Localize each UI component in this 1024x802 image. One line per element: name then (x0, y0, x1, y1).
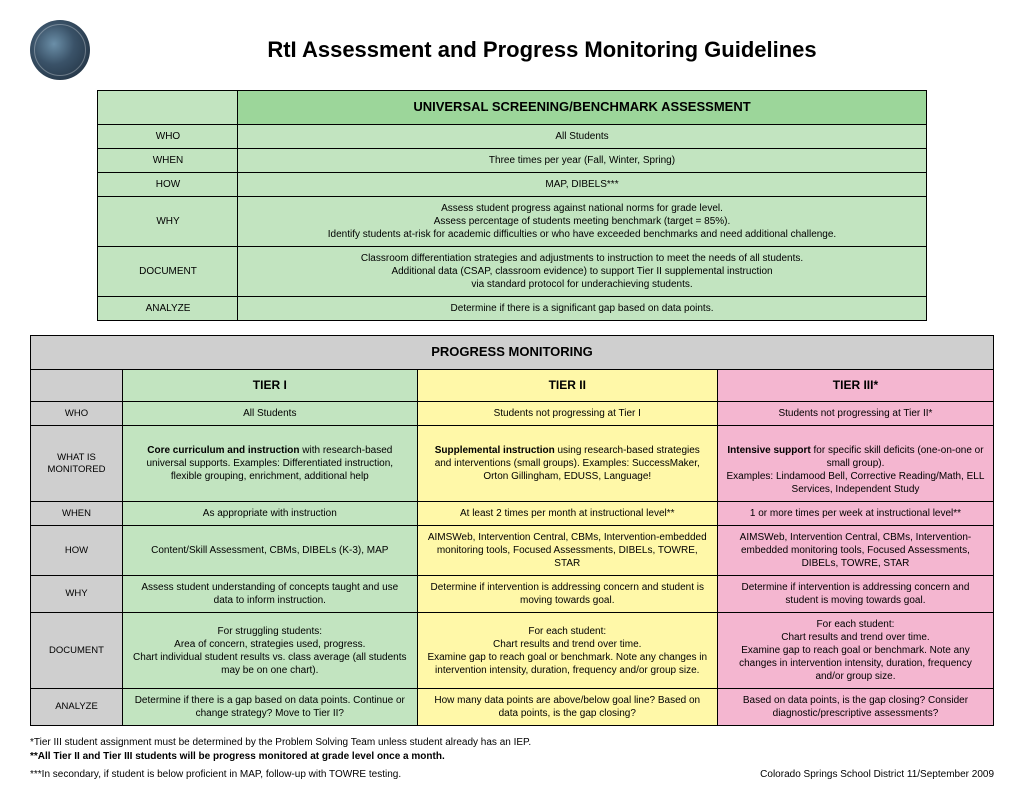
tier1-header: TIER I (123, 369, 418, 402)
screening-value-when: Three times per year (Fall, Winter, Spri… (238, 148, 926, 172)
progress-when-t2: At least 2 times per month at instructio… (417, 502, 717, 526)
progress-label-how: HOW (31, 526, 123, 576)
progress-how-t2: AIMSWeb, Intervention Central, CBMs, Int… (417, 526, 717, 576)
progress-document-t1: For struggling students: Area of concern… (123, 613, 418, 689)
progress-analyze-t3: Based on data points, is the gap closing… (717, 689, 993, 726)
progress-how-t1: Content/Skill Assessment, CBMs, DIBELs (… (123, 526, 418, 576)
footnote-1: *Tier III student assignment must be det… (30, 736, 994, 750)
footnote-3: ***In secondary, if student is below pro… (30, 768, 401, 782)
screening-row-label-document: DOCUMENT (98, 246, 238, 296)
progress-who-t1: All Students (123, 402, 418, 426)
screening-value-how: MAP, DIBELS*** (238, 172, 926, 196)
progress-label-who: WHO (31, 402, 123, 426)
progress-when-t1: As appropriate with instruction (123, 502, 418, 526)
district-logo (30, 20, 90, 80)
screening-row-label-how: HOW (98, 172, 238, 196)
progress-monitored-t1-lead: Core curriculum and instruction (147, 445, 299, 456)
progress-why-t2: Determine if intervention is addressing … (417, 576, 717, 613)
progress-who-t3: Students not progressing at Tier II* (717, 402, 993, 426)
progress-when-t3: 1 or more times per week at instructiona… (717, 502, 993, 526)
screening-row-label-analyze: ANALYZE (98, 296, 238, 320)
screening-value-analyze: Determine if there is a significant gap … (238, 296, 926, 320)
screening-value-document: Classroom differentiation strategies and… (238, 246, 926, 296)
tier3-header: TIER III* (717, 369, 993, 402)
screening-row-label-why: WHY (98, 196, 238, 246)
progress-monitored-t2: Supplemental instruction using research-… (417, 426, 717, 502)
progress-analyze-t2: How many data points are above/below goa… (417, 689, 717, 726)
progress-monitored-t3: Intensive support for specific skill def… (717, 426, 993, 502)
screening-value-who: All Students (238, 124, 926, 148)
progress-label-when: WHEN (31, 502, 123, 526)
progress-label-why: WHY (31, 576, 123, 613)
screening-value-why: Assess student progress against national… (238, 196, 926, 246)
progress-monitored-t3-lead: Intensive support (727, 445, 810, 456)
screening-corner-cell (98, 91, 238, 125)
progress-monitored-t2-lead: Supplemental instruction (435, 445, 555, 456)
page-title: RtI Assessment and Progress Monitoring G… (90, 37, 994, 63)
progress-corner-cell (31, 369, 123, 402)
progress-why-t1: Assess student understanding of concepts… (123, 576, 418, 613)
progress-document-t2: For each student: Chart results and tren… (417, 613, 717, 689)
screening-table: UNIVERSAL SCREENING/BENCHMARK ASSESSMENT… (97, 90, 926, 321)
progress-header: PROGRESS MONITORING (31, 335, 994, 369)
tier2-header: TIER II (417, 369, 717, 402)
progress-why-t3: Determine if intervention is addressing … (717, 576, 993, 613)
progress-table: PROGRESS MONITORING TIER I TIER II TIER … (30, 335, 994, 726)
screening-header: UNIVERSAL SCREENING/BENCHMARK ASSESSMENT (238, 91, 926, 125)
progress-who-t2: Students not progressing at Tier I (417, 402, 717, 426)
progress-monitored-t1: Core curriculum and instruction with res… (123, 426, 418, 502)
progress-label-monitored: WHAT IS MONITORED (31, 426, 123, 502)
screening-row-label-when: WHEN (98, 148, 238, 172)
footer-org: Colorado Springs School District 11/Sept… (760, 768, 994, 782)
footnote-2: **All Tier II and Tier III students will… (30, 750, 994, 764)
progress-how-t3: AIMSWeb, Intervention Central, CBMs, Int… (717, 526, 993, 576)
footnotes: *Tier III student assignment must be det… (30, 736, 994, 782)
progress-analyze-t1: Determine if there is a gap based on dat… (123, 689, 418, 726)
screening-row-label-who: WHO (98, 124, 238, 148)
page-header: RtI Assessment and Progress Monitoring G… (30, 20, 994, 80)
progress-label-analyze: ANALYZE (31, 689, 123, 726)
progress-document-t3: For each student: Chart results and tren… (717, 613, 993, 689)
progress-label-document: DOCUMENT (31, 613, 123, 689)
